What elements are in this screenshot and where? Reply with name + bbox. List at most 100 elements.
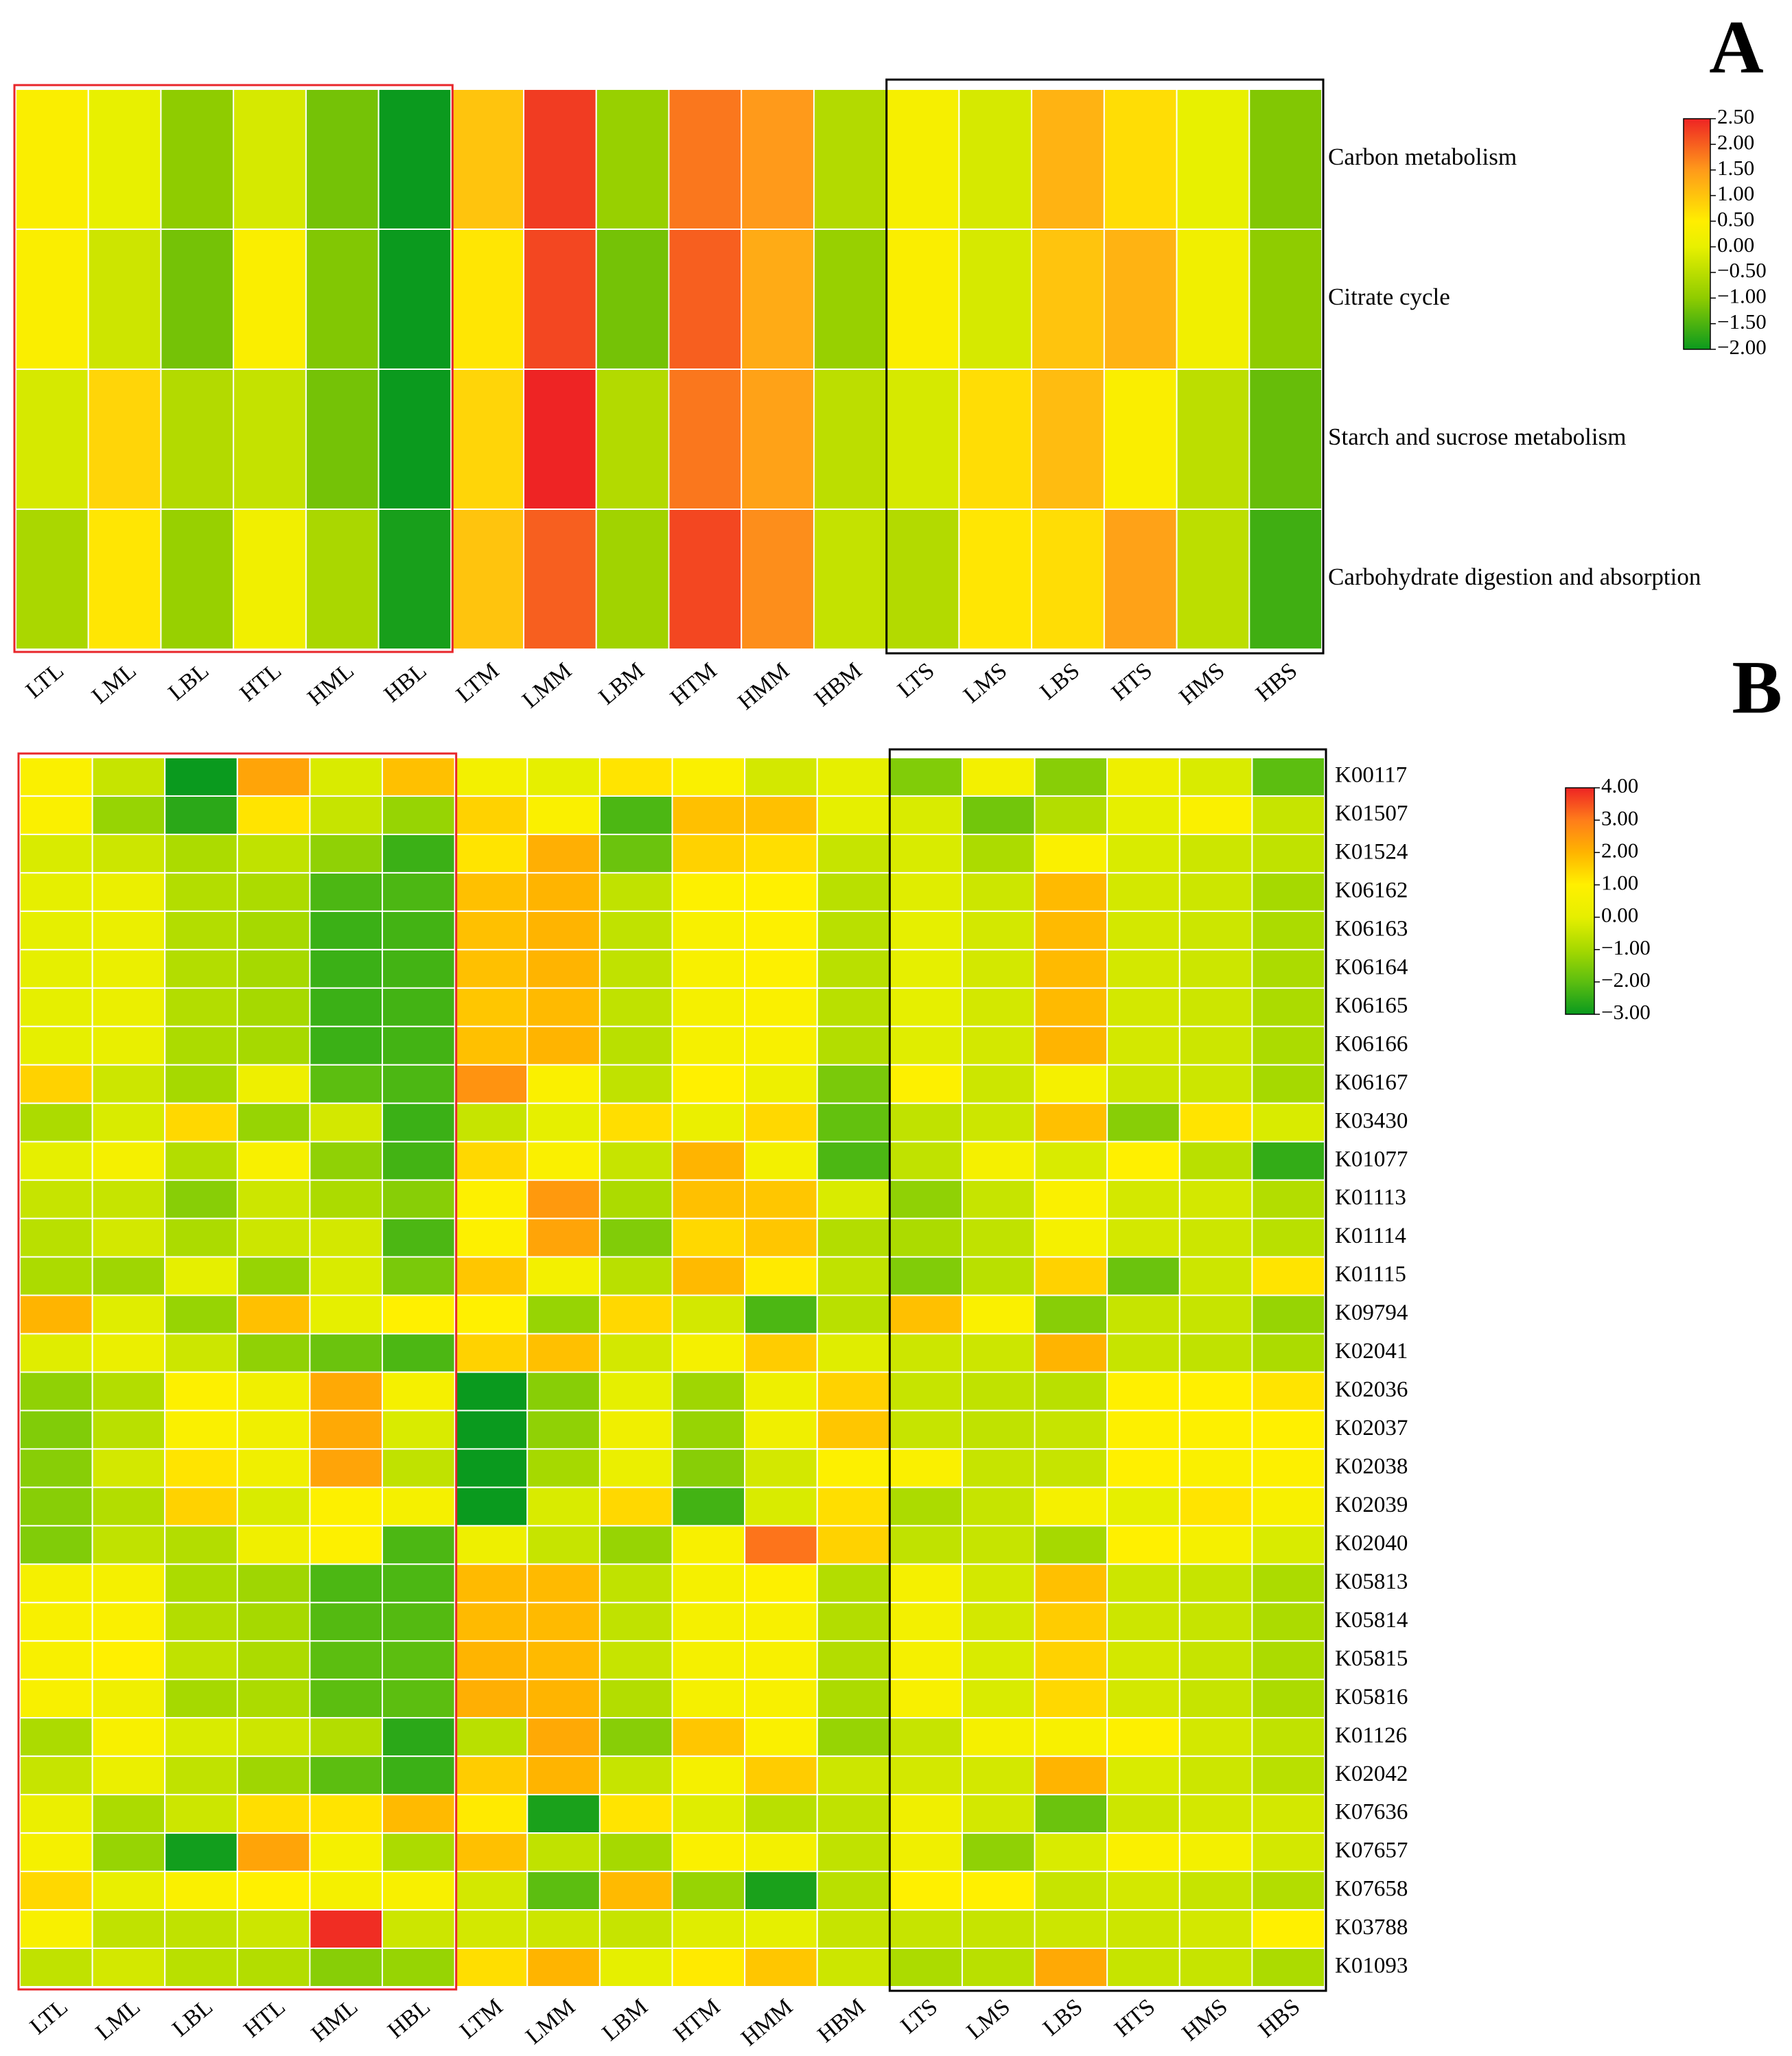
heatmap-cell [889, 1333, 963, 1373]
heatmap-cell [889, 1679, 963, 1719]
heatmap-cell [1251, 1563, 1326, 1604]
heatmap-cell [1103, 89, 1178, 230]
heatmap-cell [309, 1217, 384, 1258]
heatmap-cell [1178, 1602, 1253, 1642]
heatmap-cell [961, 987, 1036, 1027]
heatmap-cell [671, 1794, 746, 1834]
heatmap-cell [526, 1141, 601, 1181]
heatmap-cell [164, 1717, 238, 1757]
heatmap-cell [526, 1563, 601, 1604]
heatmap-cell [454, 1333, 528, 1373]
heatmap-cell [1251, 1679, 1326, 1719]
heatmap-cell [526, 1256, 601, 1296]
heatmap-cell [91, 1679, 166, 1719]
heatmap-cell [598, 1563, 673, 1604]
heatmap-cell [1034, 1141, 1108, 1181]
heatmap-cell [1106, 757, 1180, 797]
heatmap-cell [309, 1794, 384, 1834]
heatmap-cell [598, 1602, 673, 1642]
heatmap-cell [961, 1141, 1036, 1181]
heatmap-cell [671, 1679, 746, 1719]
heatmap-cell [454, 795, 528, 835]
heatmap-cell [1178, 1563, 1253, 1604]
heatmap-cell [744, 1179, 818, 1219]
heatmap-cell [1034, 910, 1108, 950]
heatmap-cell [961, 910, 1036, 950]
heatmap-cell [236, 1640, 311, 1681]
heatmap-cell [236, 1256, 311, 1296]
heatmap-cell [164, 872, 238, 912]
heatmap-cell [454, 1717, 528, 1757]
row-label: K02036 [1335, 1377, 1408, 1402]
heatmap-cell [1251, 1640, 1326, 1681]
heatmap-cell [236, 1141, 311, 1181]
colorbar-tick-label: −1.00 [1601, 935, 1651, 959]
heatmap-cell [1034, 1871, 1108, 1911]
column-label: HTL [239, 1994, 290, 2043]
heatmap-cell [961, 1371, 1036, 1412]
heatmap-cell [164, 1256, 238, 1296]
heatmap-cell [382, 1486, 456, 1527]
colorbar-tick-label: 0.50 [1717, 207, 1754, 231]
heatmap-cell [1106, 1064, 1180, 1104]
heatmap-cell [816, 795, 891, 835]
heatmap-cell [1251, 1371, 1326, 1412]
heatmap-cell [889, 1179, 963, 1219]
heatmap-cell [526, 872, 601, 912]
heatmap-cell [19, 1602, 93, 1642]
heatmap-cell [816, 910, 891, 950]
heatmap-cell [1251, 1025, 1326, 1066]
heatmap-cell [526, 833, 601, 874]
heatmap-cell [19, 1717, 93, 1757]
heatmap-cell [598, 1717, 673, 1757]
heatmap-cell [598, 910, 673, 950]
heatmap-cell [160, 509, 235, 650]
heatmap-cell [454, 948, 528, 989]
heatmap-cell [1034, 1832, 1108, 1873]
heatmap-cell [598, 1141, 673, 1181]
heatmap-cell [382, 757, 456, 797]
heatmap-cell [91, 1179, 166, 1219]
heatmap-cell [15, 229, 89, 370]
row-label: Carbon metabolism [1328, 143, 1517, 170]
heatmap-cell [15, 509, 89, 650]
column-label: HML [307, 1994, 363, 2047]
heatmap-cell [236, 1525, 311, 1565]
heatmap-cell [744, 1755, 818, 1796]
heatmap-cell [164, 1025, 238, 1066]
heatmap-cell [744, 987, 818, 1027]
heatmap-cell [526, 1679, 601, 1719]
heatmap-cell [668, 229, 743, 370]
heatmap-cell [450, 369, 525, 510]
heatmap-cell [19, 1794, 93, 1834]
heatmap-cell [19, 1141, 93, 1181]
heatmap-cell [454, 833, 528, 874]
heatmap-cell [91, 1486, 166, 1527]
heatmap-cell [1034, 1410, 1108, 1450]
heatmap-cell [377, 89, 452, 230]
heatmap-cell [1034, 757, 1108, 797]
heatmap-cell [1178, 795, 1253, 835]
heatmap-cell [91, 1217, 166, 1258]
heatmap-cell [160, 89, 235, 230]
heatmap-cell [19, 1448, 93, 1488]
heatmap-cell [382, 987, 456, 1027]
heatmap-cell [1106, 910, 1180, 950]
heatmap-cell [309, 1602, 384, 1642]
heatmap-cell [671, 1294, 746, 1335]
heatmap-cell [816, 757, 891, 797]
heatmap-cell [598, 1294, 673, 1335]
row-label: K07658 [1335, 1877, 1408, 1902]
heatmap-cell [816, 1948, 891, 1987]
heatmap-cell [1106, 1717, 1180, 1757]
heatmap-cell [598, 1486, 673, 1527]
heatmap-cell [598, 1948, 673, 1987]
column-label: LMS [962, 1994, 1015, 2044]
heatmap [19, 757, 1326, 1987]
heatmap-cell [889, 1640, 963, 1681]
heatmap-cell [744, 948, 818, 989]
group-box-black [888, 748, 1327, 1992]
heatmap-cell [87, 229, 162, 370]
heatmap-cell [164, 1217, 238, 1258]
heatmap-cell [309, 1525, 384, 1565]
